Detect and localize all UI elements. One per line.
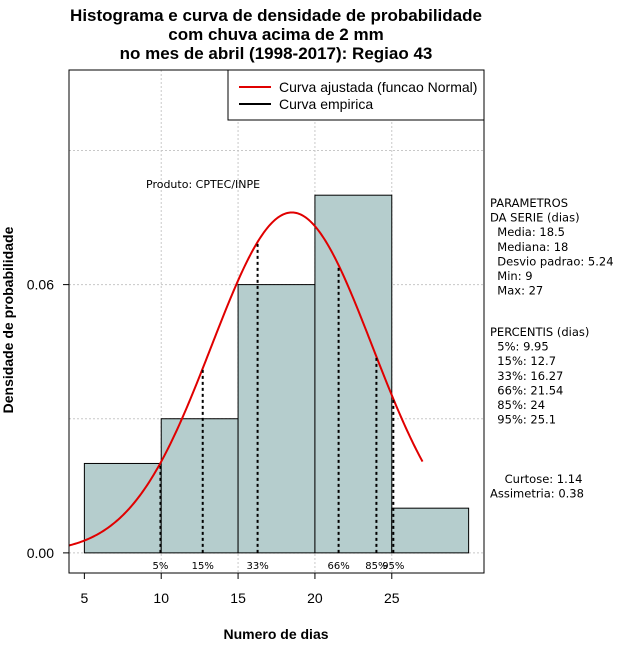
parametros-line: Desvio padrao: 5.24 [490, 254, 614, 268]
legend-box [227, 69, 485, 121]
stats-line: Curtose: 1.14 [490, 472, 582, 486]
legend-label: Curva ajustada (funcao Normal) [279, 79, 477, 95]
stats-line: Assimetria: 0.38 [490, 487, 584, 501]
percentile-lines: 5% 15% 33% 66% 85%95% [153, 241, 404, 572]
parametros-line: Min: 9 [490, 269, 533, 283]
title-line: com chuva acima de 2 mm [168, 25, 383, 44]
normal-curve [68, 211, 424, 547]
parametros-line: Max: 27 [490, 284, 543, 298]
parametros-line: PARAMETROS [490, 196, 568, 210]
y-tick-label: 0.06 [27, 277, 54, 293]
title-line: Histograma e curva de densidade de proba… [70, 6, 482, 25]
histogram-bar [83, 462, 162, 554]
parametros-line: Mediana: 18 [490, 240, 568, 254]
product-note: Produto: CPTEC/INPE [146, 178, 260, 191]
percentis-line: 15%: 12.7 [490, 354, 556, 368]
parametros-line: DA SERIE (dias) [490, 211, 580, 225]
x-axis-label: Numero de dias [223, 626, 328, 642]
x-tick-label: 15 [230, 590, 246, 606]
percentile-label: 66% [327, 561, 349, 572]
title-line: no mes de abril (1998-2017): Regiao 43 [120, 44, 433, 63]
x-tick-label: 25 [384, 590, 400, 606]
percentis-line: 5%: 9.95 [490, 340, 549, 354]
legend-label: Curva empirica [279, 96, 373, 112]
normal-curve-line [68, 211, 424, 547]
x-tick-label: 5 [80, 590, 88, 606]
legend: Curva ajustada (funcao Normal)Curva empi… [227, 69, 485, 121]
histogram-bars [83, 194, 470, 554]
histogram-bar [160, 418, 239, 554]
percentile-label: 33% [246, 561, 268, 572]
percentis-line: 33%: 16.27 [490, 369, 563, 383]
y-tick-label: 0.00 [27, 545, 54, 561]
percentis-line: 95%: 25.1 [490, 413, 556, 427]
percentis-line: 66%: 21.54 [490, 383, 563, 397]
chart-title: Histograma e curva de densidade de proba… [70, 6, 482, 63]
histogram-bar [237, 284, 316, 554]
y-axis-label: Densidade de probabilidade [0, 226, 16, 413]
percentile-label: 5% [153, 561, 169, 572]
percentis-line: 85%: 24 [490, 398, 545, 412]
x-tick-label: 10 [153, 590, 169, 606]
x-tick-label: 20 [307, 590, 323, 606]
histogram-bar [314, 194, 393, 554]
percentile-label: 85% [365, 561, 387, 572]
y-axis: 0.00 0.06 [27, 277, 69, 561]
histogram-bar [391, 507, 470, 554]
percentile-label: 95% [382, 561, 404, 572]
percentile-label: 15% [192, 561, 214, 572]
percentis-line: PERCENTIS (dias) [490, 325, 589, 339]
x-axis: 5 10 15 20 25 [80, 572, 400, 606]
parametros-line: Media: 18.5 [490, 225, 565, 239]
